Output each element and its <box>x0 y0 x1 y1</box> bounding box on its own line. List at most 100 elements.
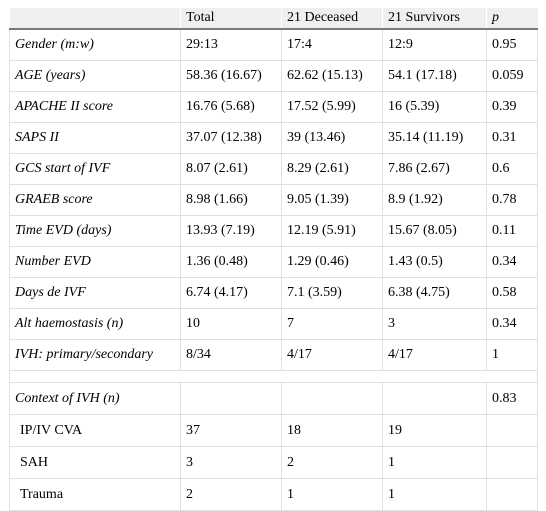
cell-deceased: 7.1 (3.59) <box>281 277 383 309</box>
row-label: SAPS II <box>9 122 181 154</box>
cell-survivors: 54.1 (17.18) <box>382 60 487 92</box>
cell-deceased: 2 <box>281 446 383 479</box>
header-survivors: 21 Survivors <box>382 8 487 30</box>
cell-total: 16.76 (5.68) <box>180 91 282 123</box>
cell-p: 0.34 <box>486 246 538 278</box>
row-label: AGE (years) <box>9 60 181 92</box>
cell-p: 0.58 <box>486 277 538 309</box>
spacer-cell <box>281 370 383 383</box>
cell-deceased: 1 <box>281 478 383 511</box>
results-table: Total 21 Deceased 21 Survivors p Gender … <box>9 8 538 511</box>
cell-p: 0.34 <box>486 308 538 340</box>
cell-deceased: 18 <box>281 414 383 447</box>
cell-p: 1 <box>486 339 538 371</box>
row-label: Days de IVF <box>9 277 181 309</box>
table-row: GCS start of IVF 8.07 (2.61) 8.29 (2.61) 7.… <box>9 153 538 185</box>
cell-p: 0.11 <box>486 215 538 247</box>
cell-deceased: 39 (13.46) <box>281 122 383 154</box>
cell-survivors: 6.38 (4.75) <box>382 277 487 309</box>
cell-p: 0.059 <box>486 60 538 92</box>
cell-p: 0.95 <box>486 29 538 61</box>
table-row: IVH: primary/secondary 8/34 4/17 4/17 1 <box>9 339 538 371</box>
row-label: IP/IV CVA <box>9 414 181 447</box>
row-label: Gender (m:w) <box>9 29 181 61</box>
row-label: SAH <box>9 446 181 479</box>
table-row: APACHE II score 16.76 (5.68) 17.52 (5.99) 1… <box>9 91 538 123</box>
cell-total: 8/34 <box>180 339 282 371</box>
cell-survivors: 1 <box>382 446 487 479</box>
row-label: IVH: primary/secondary <box>9 339 181 371</box>
row-label: Time EVD (days) <box>9 215 181 247</box>
cell-deceased: 17:4 <box>281 29 383 61</box>
header-p: p <box>486 8 538 30</box>
cell-survivors: 4/17 <box>382 339 487 371</box>
table-header-row: Total 21 Deceased 21 Survivors p <box>9 8 538 30</box>
cell-total: 1.36 (0.48) <box>180 246 282 278</box>
table-row: Number EVD 1.36 (0.48) 1.29 (0.46) 1.43 (0.… <box>9 246 538 278</box>
spacer-cell <box>9 370 181 383</box>
cell-deceased <box>281 382 383 415</box>
table-row: SAPS II 37.07 (12.38) 39 (13.46) 35.14 (11.… <box>9 122 538 154</box>
cell-p: 0.31 <box>486 122 538 154</box>
cell-deceased: 7 <box>281 308 383 340</box>
cell-total: 10 <box>180 308 282 340</box>
cell-p <box>486 446 538 479</box>
table-row: SAH 3 2 1 <box>9 446 538 479</box>
spacer-cell <box>382 370 487 383</box>
spacer-row <box>9 370 538 383</box>
cell-p: 0.39 <box>486 91 538 123</box>
cell-p <box>486 478 538 511</box>
row-label: Trauma <box>9 478 181 511</box>
table-row: Gender (m:w) 29:13 17:4 12:9 0.95 <box>9 29 538 61</box>
cell-deceased: 12.19 (5.91) <box>281 215 383 247</box>
row-label: GCS start of IVF <box>9 153 181 185</box>
cell-total: 8.98 (1.66) <box>180 184 282 216</box>
cell-p: 0.83 <box>486 382 538 415</box>
cell-total: 2 <box>180 478 282 511</box>
cell-survivors: 1 <box>382 478 487 511</box>
cell-deceased: 62.62 (15.13) <box>281 60 383 92</box>
table-row: Time EVD (days) 13.93 (7.19) 12.19 (5.91) 1… <box>9 215 538 247</box>
cell-survivors <box>382 382 487 415</box>
table-row: GRAEB score 8.98 (1.66) 9.05 (1.39) 8.9 (1.… <box>9 184 538 216</box>
cell-p <box>486 414 538 447</box>
table-row: Trauma 2 1 1 <box>9 478 538 511</box>
section-label: Context of IVH (n) <box>9 382 181 415</box>
cell-deceased: 17.52 (5.99) <box>281 91 383 123</box>
spacer-cell <box>486 370 538 383</box>
header-total: Total <box>180 8 282 30</box>
cell-deceased: 9.05 (1.39) <box>281 184 383 216</box>
cell-deceased: 1.29 (0.46) <box>281 246 383 278</box>
cell-total: 3 <box>180 446 282 479</box>
table-row: IP/IV CVA 37 18 19 <box>9 414 538 447</box>
section-row: Context of IVH (n) 0.83 <box>9 382 538 415</box>
cell-total <box>180 382 282 415</box>
table-row: AGE (years) 58.36 (16.67) 62.62 (15.13) 54.… <box>9 60 538 92</box>
cell-total: 6.74 (4.17) <box>180 277 282 309</box>
cell-survivors: 35.14 (11.19) <box>382 122 487 154</box>
cell-survivors: 15.67 (8.05) <box>382 215 487 247</box>
cell-survivors: 19 <box>382 414 487 447</box>
cell-deceased: 4/17 <box>281 339 383 371</box>
row-label: Number EVD <box>9 246 181 278</box>
cell-survivors: 12:9 <box>382 29 487 61</box>
row-label: APACHE II score <box>9 91 181 123</box>
cell-survivors: 8.9 (1.92) <box>382 184 487 216</box>
cell-total: 8.07 (2.61) <box>180 153 282 185</box>
table-row: Alt haemostasis (n) 10 7 3 0.34 <box>9 308 538 340</box>
cell-survivors: 16 (5.39) <box>382 91 487 123</box>
header-deceased: 21 Deceased <box>281 8 383 30</box>
cell-total: 58.36 (16.67) <box>180 60 282 92</box>
cell-total: 37 <box>180 414 282 447</box>
cell-survivors: 7.86 (2.67) <box>382 153 487 185</box>
cell-survivors: 1.43 (0.5) <box>382 246 487 278</box>
cell-total: 29:13 <box>180 29 282 61</box>
table-row: Days de IVF 6.74 (4.17) 7.1 (3.59) 6.38 (4.… <box>9 277 538 309</box>
cell-total: 37.07 (12.38) <box>180 122 282 154</box>
cell-p: 0.6 <box>486 153 538 185</box>
row-label: Alt haemostasis (n) <box>9 308 181 340</box>
spacer-cell <box>180 370 282 383</box>
cell-p: 0.78 <box>486 184 538 216</box>
table-body: Gender (m:w) 29:13 17:4 12:9 0.95 AGE (years)… <box>9 29 538 511</box>
cell-total: 13.93 (7.19) <box>180 215 282 247</box>
